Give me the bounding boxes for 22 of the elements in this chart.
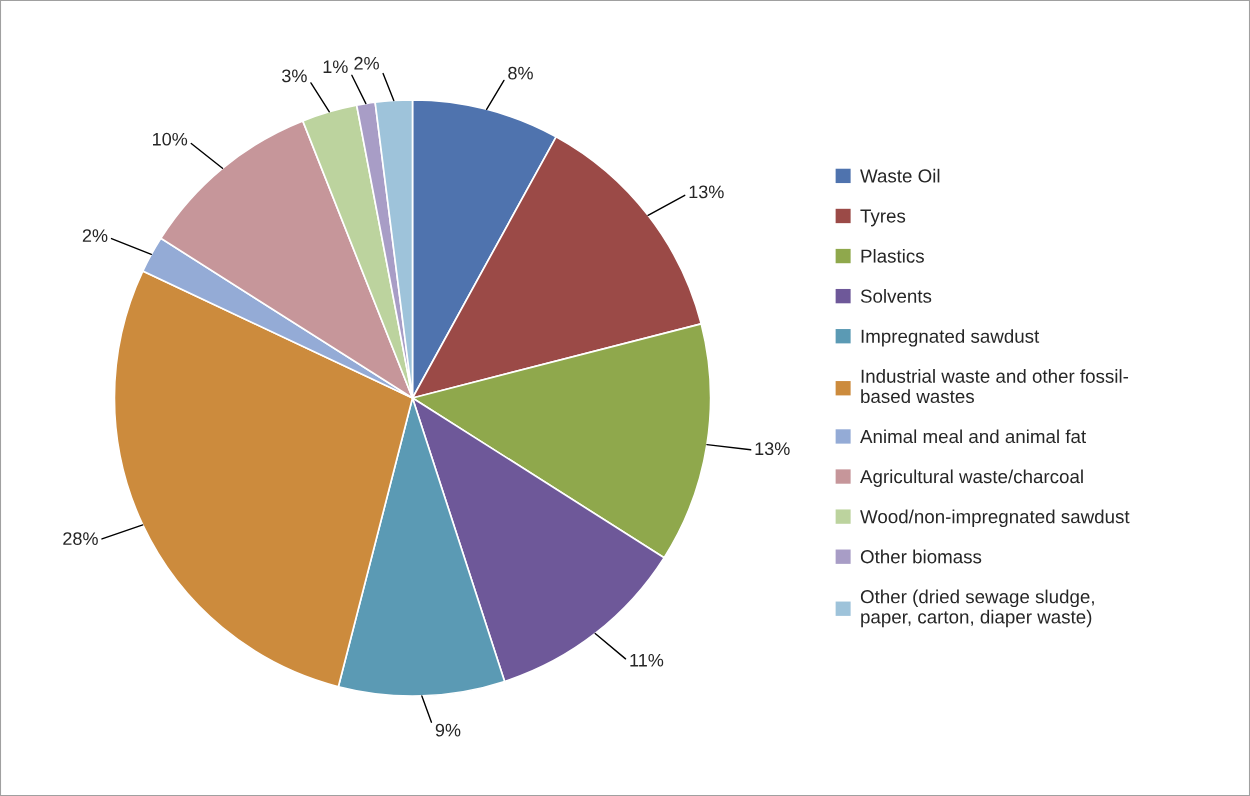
legend-label: Other biomass bbox=[860, 549, 982, 564]
legend-label: Tyres bbox=[860, 209, 906, 227]
data-label: 10% bbox=[153, 132, 188, 146]
legend-label: Solvents bbox=[860, 289, 932, 303]
data-label: 13% bbox=[689, 185, 724, 199]
legend-label: Agricultural waste/charcoal bbox=[860, 469, 1083, 487]
legend-label: Animal meal and animal fat bbox=[860, 429, 1087, 444]
data-label: 13% bbox=[755, 442, 790, 456]
legend-label: Impregnated sawdust bbox=[861, 329, 1040, 347]
data-label: 1% bbox=[323, 60, 348, 74]
data-label: 11% bbox=[630, 653, 664, 667]
legend-label: Waste Oil bbox=[860, 168, 940, 183]
legend-label: Plastics bbox=[861, 248, 924, 263]
data-label: 8% bbox=[508, 66, 533, 80]
legend-label: Wood/non-impregnated sawdust bbox=[860, 509, 1130, 528]
data-label: 3% bbox=[282, 69, 307, 83]
data-label: 28% bbox=[63, 532, 98, 545]
data-label: 9% bbox=[435, 723, 461, 737]
legend-label: Industrial waste and other fossil- based wastes bbox=[861, 369, 1129, 404]
data-label: 2% bbox=[354, 56, 379, 70]
data-label: 2% bbox=[82, 229, 108, 242]
legend-label: Other (dried sewage sludge, paper, carton, diaper waste) bbox=[860, 589, 1094, 628]
